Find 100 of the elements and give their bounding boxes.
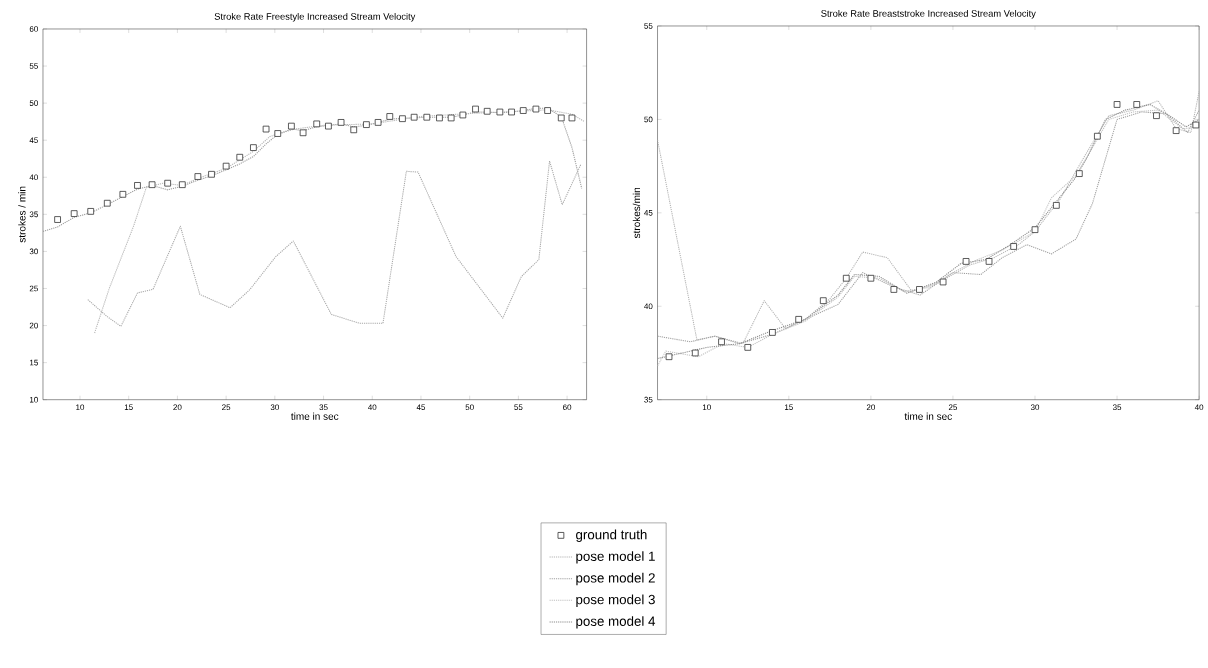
point — [164, 180, 172, 187]
y-axis-title: strokes/min — [632, 188, 641, 239]
point — [87, 208, 95, 215]
point — [691, 349, 699, 357]
point — [274, 130, 282, 138]
chart-title: Stroke Rate Breaststroke Increased Stream Velocity — [821, 10, 1036, 19]
point — [665, 353, 673, 361]
point — [386, 113, 394, 121]
point — [447, 114, 455, 122]
y-tick-label: 25 — [29, 285, 38, 292]
point — [1010, 243, 1017, 251]
point — [103, 200, 111, 207]
x-tick-label: 40 — [368, 404, 377, 411]
y-tick-label: 40 — [29, 174, 38, 181]
legend-label: pose model 2 — [576, 573, 655, 586]
point — [250, 144, 257, 152]
point — [557, 114, 565, 122]
point — [544, 107, 551, 115]
y-tick-label: 50 — [644, 116, 653, 123]
point — [148, 181, 156, 189]
x-tick-label: 45 — [416, 404, 426, 411]
y-tick-label: 55 — [644, 23, 653, 30]
point — [1133, 101, 1141, 109]
point — [962, 258, 970, 266]
y-tick-label: 40 — [644, 303, 653, 310]
point — [70, 210, 78, 218]
point — [313, 120, 321, 128]
x-tick-label: 40 — [1194, 404, 1204, 411]
x-tick-label: 25 — [948, 404, 958, 411]
y-tick-label: 45 — [29, 137, 38, 144]
point — [718, 338, 725, 346]
point — [337, 119, 345, 126]
point — [1113, 101, 1121, 109]
point — [1192, 121, 1200, 129]
y-axis-title: strokes / min — [18, 186, 26, 243]
point — [1031, 226, 1039, 234]
x-tick-label: 15 — [124, 404, 133, 411]
point — [795, 316, 802, 323]
point — [1153, 112, 1160, 120]
x-tick-label: 30 — [270, 404, 279, 411]
point — [890, 286, 898, 294]
x-tick-label: 10 — [76, 404, 85, 411]
y-tick-label: 60 — [29, 26, 38, 33]
x-tick-label: 50 — [465, 404, 474, 411]
legend-label: pose model 1 — [576, 551, 655, 564]
point — [496, 108, 504, 116]
point — [363, 121, 370, 129]
point — [769, 329, 776, 337]
legend-label: pose model 3 — [576, 594, 655, 608]
point — [436, 114, 443, 122]
point — [288, 123, 295, 130]
point — [325, 123, 332, 130]
legend-label: ground truth — [576, 529, 647, 543]
point — [399, 115, 406, 123]
point — [119, 191, 127, 198]
point — [867, 275, 875, 282]
point — [222, 163, 230, 170]
x-axis-title: time in sec — [904, 412, 952, 421]
point — [1075, 170, 1083, 178]
point — [178, 181, 186, 189]
y-tick-label: 50 — [29, 100, 38, 107]
point — [532, 105, 540, 113]
point — [1172, 127, 1180, 135]
point — [483, 108, 491, 115]
x-tick-label: 55 — [514, 404, 523, 411]
x-tick-label: 60 — [563, 404, 572, 411]
x-tick-label: 20 — [866, 404, 876, 411]
y-tick-label: 35 — [644, 397, 653, 403]
point — [459, 111, 467, 119]
point — [744, 344, 752, 351]
y-tick-label: 15 — [29, 360, 38, 366]
legend-label: pose model 4 — [576, 616, 656, 629]
x-tick-label: 15 — [784, 404, 793, 411]
point — [819, 297, 827, 305]
x-tick-label: 35 — [319, 404, 328, 411]
point — [842, 275, 850, 282]
point — [134, 182, 141, 189]
point — [194, 173, 202, 181]
point — [410, 114, 418, 121]
point — [236, 154, 244, 161]
y-tick-label: 30 — [29, 248, 38, 255]
y-tick-label: 20 — [29, 322, 38, 329]
x-tick-label: 35 — [1112, 404, 1122, 411]
chart-title: Stroke Rate Freestyle Increased Stream Velocity — [214, 13, 416, 22]
point — [1094, 133, 1101, 140]
point — [262, 125, 270, 133]
x-tick-label: 20 — [173, 404, 182, 411]
point — [519, 107, 527, 115]
y-tick-label: 10 — [29, 397, 38, 403]
y-tick-label: 55 — [29, 63, 38, 70]
point — [423, 114, 431, 121]
x-axis-title: time in sec — [291, 412, 339, 421]
y-tick-label: 35 — [29, 211, 38, 218]
point — [299, 129, 307, 137]
x-tick-label: 30 — [1030, 404, 1040, 411]
point — [508, 108, 515, 116]
y-tick-label: 45 — [644, 210, 653, 216]
point — [939, 278, 947, 286]
point — [568, 114, 576, 122]
point — [916, 286, 923, 294]
